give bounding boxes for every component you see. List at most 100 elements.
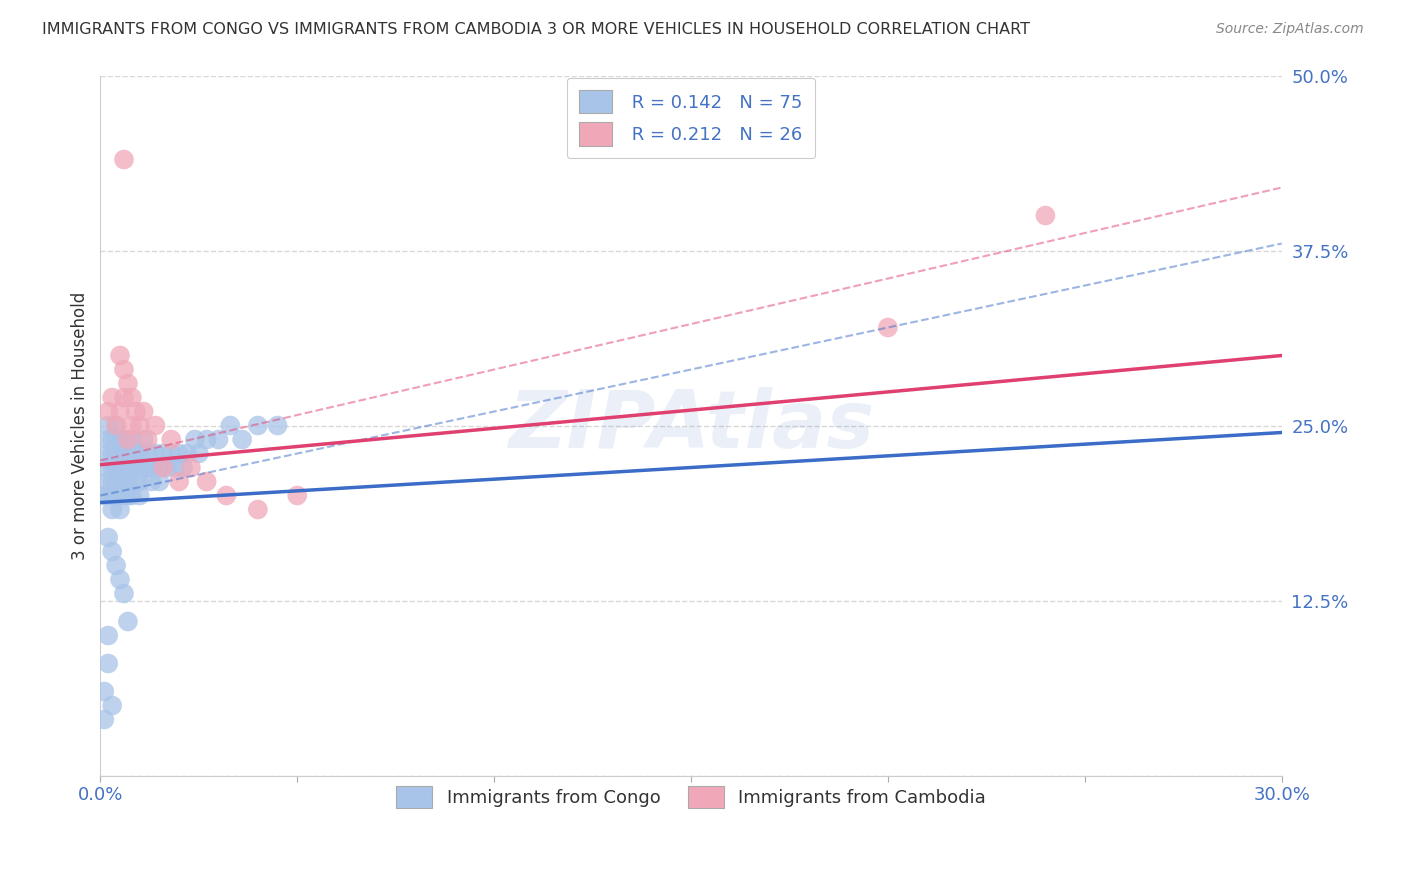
Point — [108, 446, 131, 460]
Point — [108, 460, 131, 475]
Point — [112, 153, 135, 167]
Point — [215, 489, 238, 503]
Point — [1035, 209, 1057, 223]
Point — [101, 502, 124, 516]
Point — [125, 475, 148, 489]
Point — [101, 475, 124, 489]
Point — [125, 460, 148, 475]
Point — [167, 446, 190, 460]
Point — [112, 489, 135, 503]
Point — [97, 475, 120, 489]
Point — [97, 657, 120, 671]
Point — [176, 446, 198, 460]
Point — [97, 628, 120, 642]
Point — [148, 460, 170, 475]
Point — [266, 418, 288, 433]
Point — [105, 446, 128, 460]
Point — [160, 433, 183, 447]
Point — [121, 391, 143, 405]
Point — [117, 489, 139, 503]
Point — [108, 349, 131, 363]
Point — [128, 418, 150, 433]
Point — [105, 460, 128, 475]
Point — [117, 433, 139, 447]
Point — [97, 489, 120, 503]
Point — [132, 433, 155, 447]
Point — [101, 391, 124, 405]
Point — [141, 460, 163, 475]
Point — [105, 433, 128, 447]
Point — [108, 433, 131, 447]
Point — [97, 418, 120, 433]
Point — [108, 404, 131, 418]
Point — [136, 446, 159, 460]
Point — [112, 475, 135, 489]
Point — [112, 433, 135, 447]
Point — [219, 418, 242, 433]
Point — [93, 460, 115, 475]
Point — [117, 446, 139, 460]
Point — [101, 433, 124, 447]
Point — [93, 489, 115, 503]
Point — [117, 460, 139, 475]
Point — [165, 460, 187, 475]
Point — [148, 475, 170, 489]
Point — [128, 460, 150, 475]
Point — [167, 475, 190, 489]
Point — [877, 320, 900, 334]
Point — [101, 446, 124, 460]
Point — [285, 489, 308, 503]
Point — [136, 433, 159, 447]
Point — [112, 362, 135, 376]
Point — [105, 418, 128, 433]
Point — [132, 460, 155, 475]
Point — [108, 460, 131, 475]
Point — [160, 446, 183, 460]
Point — [112, 586, 135, 600]
Point — [105, 418, 128, 433]
Point — [207, 433, 229, 447]
Point — [187, 446, 209, 460]
Point — [128, 446, 150, 460]
Point — [108, 502, 131, 516]
Point — [132, 404, 155, 418]
Point — [125, 446, 148, 460]
Point — [108, 475, 131, 489]
Point — [145, 418, 167, 433]
Point — [108, 489, 131, 503]
Point — [101, 544, 124, 558]
Point — [172, 460, 194, 475]
Point — [93, 713, 115, 727]
Point — [112, 460, 135, 475]
Point — [93, 684, 115, 698]
Text: IMMIGRANTS FROM CONGO VS IMMIGRANTS FROM CAMBODIA 3 OR MORE VEHICLES IN HOUSEHOL: IMMIGRANTS FROM CONGO VS IMMIGRANTS FROM… — [42, 22, 1031, 37]
Y-axis label: 3 or more Vehicles in Household: 3 or more Vehicles in Household — [72, 292, 89, 559]
Point — [105, 475, 128, 489]
Point — [184, 433, 207, 447]
Point — [105, 489, 128, 503]
Point — [108, 573, 131, 587]
Point — [128, 475, 150, 489]
Point — [112, 391, 135, 405]
Point — [195, 433, 218, 447]
Point — [121, 433, 143, 447]
Point — [112, 446, 135, 460]
Point — [152, 460, 174, 475]
Text: ZIPAtlas: ZIPAtlas — [508, 386, 875, 465]
Point — [97, 531, 120, 545]
Point — [121, 489, 143, 503]
Point — [117, 475, 139, 489]
Point — [195, 475, 218, 489]
Point — [97, 446, 120, 460]
Point — [101, 698, 124, 713]
Point — [101, 460, 124, 475]
Point — [136, 460, 159, 475]
Point — [231, 433, 253, 447]
Point — [101, 489, 124, 503]
Point — [117, 615, 139, 629]
Point — [117, 376, 139, 391]
Point — [145, 446, 167, 460]
Point — [121, 460, 143, 475]
Point — [97, 404, 120, 418]
Point — [156, 460, 179, 475]
